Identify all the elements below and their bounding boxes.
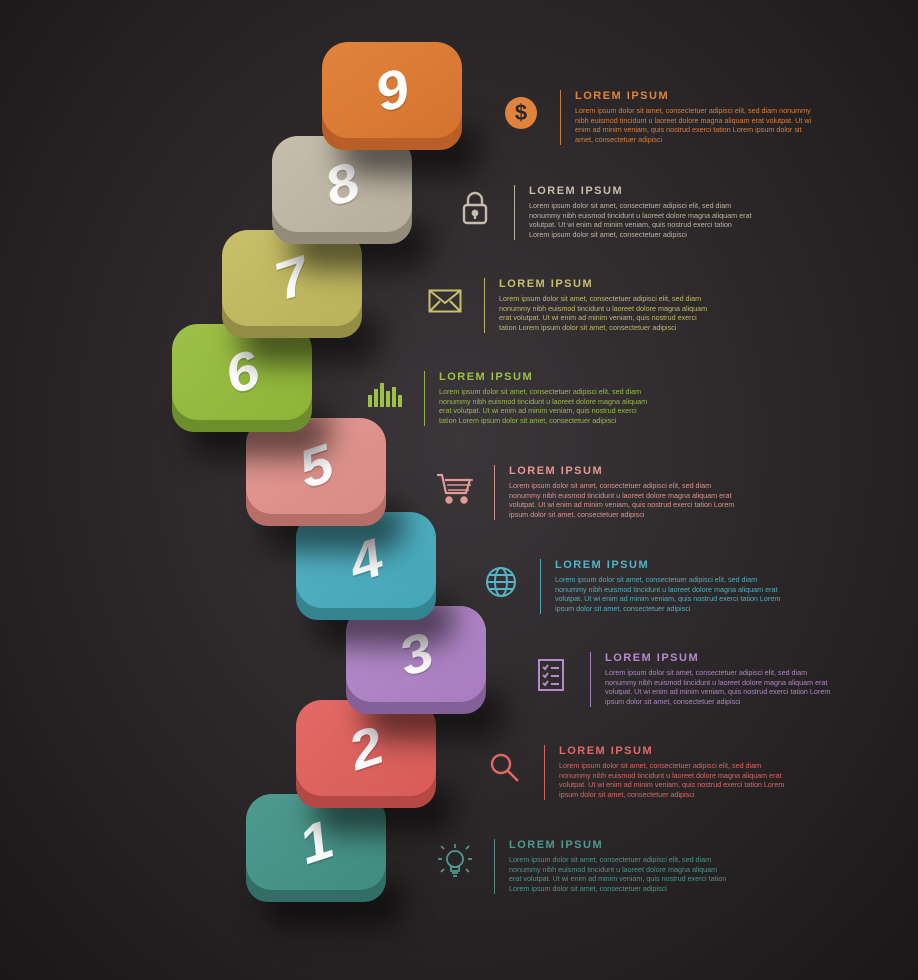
step-title: LOREM IPSUM [439, 371, 649, 383]
divider [560, 90, 561, 145]
step-entry-8: LOREM IPSUM Lorem ipsum dolor sit amet, c… [452, 185, 753, 240]
step-title: LOREM IPSUM [605, 652, 840, 664]
step-text: LOREM IPSUM Lorem ipsum dolor sit amet, c… [509, 839, 729, 894]
infographic-stage: 9$LOREM IPSUMLorem ipsum dolor sit amet,… [0, 0, 918, 980]
step-entry-9: $ LOREM IPSUM Lorem ipsum dolor sit amet, … [498, 90, 819, 145]
step-text: LOREM IPSUM Lorem ipsum dolor sit amet, c… [559, 745, 789, 800]
step-entry-2: LOREM IPSUM Lorem ipsum dolor sit amet, c… [482, 745, 789, 800]
step-title: LOREM IPSUM [575, 90, 819, 102]
step-entry-4: LOREM IPSUM Lorem ipsum dolor sit amet, c… [478, 559, 785, 614]
step-title: LOREM IPSUM [529, 185, 753, 197]
step-body: Lorem ipsum dolor sit amet, consectetuer… [509, 481, 737, 520]
divider [514, 185, 515, 240]
step-title: LOREM IPSUM [509, 465, 737, 477]
search-icon [482, 745, 528, 791]
step-text: LOREM IPSUM Lorem ipsum dolor sit amet, c… [499, 278, 709, 333]
divider [540, 559, 541, 614]
step-body: Lorem ipsum dolor sit amet, consectetuer… [509, 855, 729, 894]
mail-icon [422, 278, 468, 324]
list-icon [528, 652, 574, 698]
step-text: LOREM IPSUM Lorem ipsum dolor sit amet, c… [575, 90, 819, 145]
step-body: Lorem ipsum dolor sit amet, consectetuer… [439, 387, 649, 426]
divider [494, 839, 495, 894]
step-text: LOREM IPSUM Lorem ipsum dolor sit amet, c… [605, 652, 840, 707]
step-text: LOREM IPSUM Lorem ipsum dolor sit amet, c… [555, 559, 785, 614]
step-body: Lorem ipsum dolor sit amet, consectetuer… [529, 201, 753, 240]
step-entry-3: LOREM IPSUM Lorem ipsum dolor sit amet, c… [528, 652, 840, 707]
svg-text:$: $ [515, 100, 527, 125]
divider [484, 278, 485, 333]
step-text: LOREM IPSUM Lorem ipsum dolor sit amet, c… [439, 371, 649, 426]
step-title: LOREM IPSUM [555, 559, 785, 571]
step-body: Lorem ipsum dolor sit amet, consectetuer… [575, 106, 819, 145]
step-title: LOREM IPSUM [499, 278, 709, 290]
step-body: Lorem ipsum dolor sit amet, consectetuer… [555, 575, 785, 614]
step-entry-7: LOREM IPSUM Lorem ipsum dolor sit amet, c… [422, 278, 709, 333]
step-text: LOREM IPSUM Lorem ipsum dolor sit amet, c… [529, 185, 753, 240]
step-body: Lorem ipsum dolor sit amet, consectetuer… [559, 761, 789, 800]
globe-icon [478, 559, 524, 605]
divider [590, 652, 591, 707]
step-body: Lorem ipsum dolor sit amet, consectetuer… [499, 294, 709, 333]
step-text: LOREM IPSUM Lorem ipsum dolor sit amet, c… [509, 465, 737, 520]
step-body: Lorem ipsum dolor sit amet, consectetuer… [605, 668, 840, 707]
divider [494, 465, 495, 520]
step-entry-5: LOREM IPSUM Lorem ipsum dolor sit amet, c… [432, 465, 737, 520]
cart-icon [432, 465, 478, 511]
step-entry-6: LOREM IPSUM Lorem ipsum dolor sit amet, c… [362, 371, 649, 426]
divider [424, 371, 425, 426]
divider [544, 745, 545, 800]
bulb-icon [432, 839, 478, 885]
dollar-icon: $ [498, 90, 544, 136]
step-title: LOREM IPSUM [509, 839, 729, 851]
step-entry-1: LOREM IPSUM Lorem ipsum dolor sit amet, c… [432, 839, 729, 894]
lock-icon [452, 185, 498, 231]
step-title: LOREM IPSUM [559, 745, 789, 757]
